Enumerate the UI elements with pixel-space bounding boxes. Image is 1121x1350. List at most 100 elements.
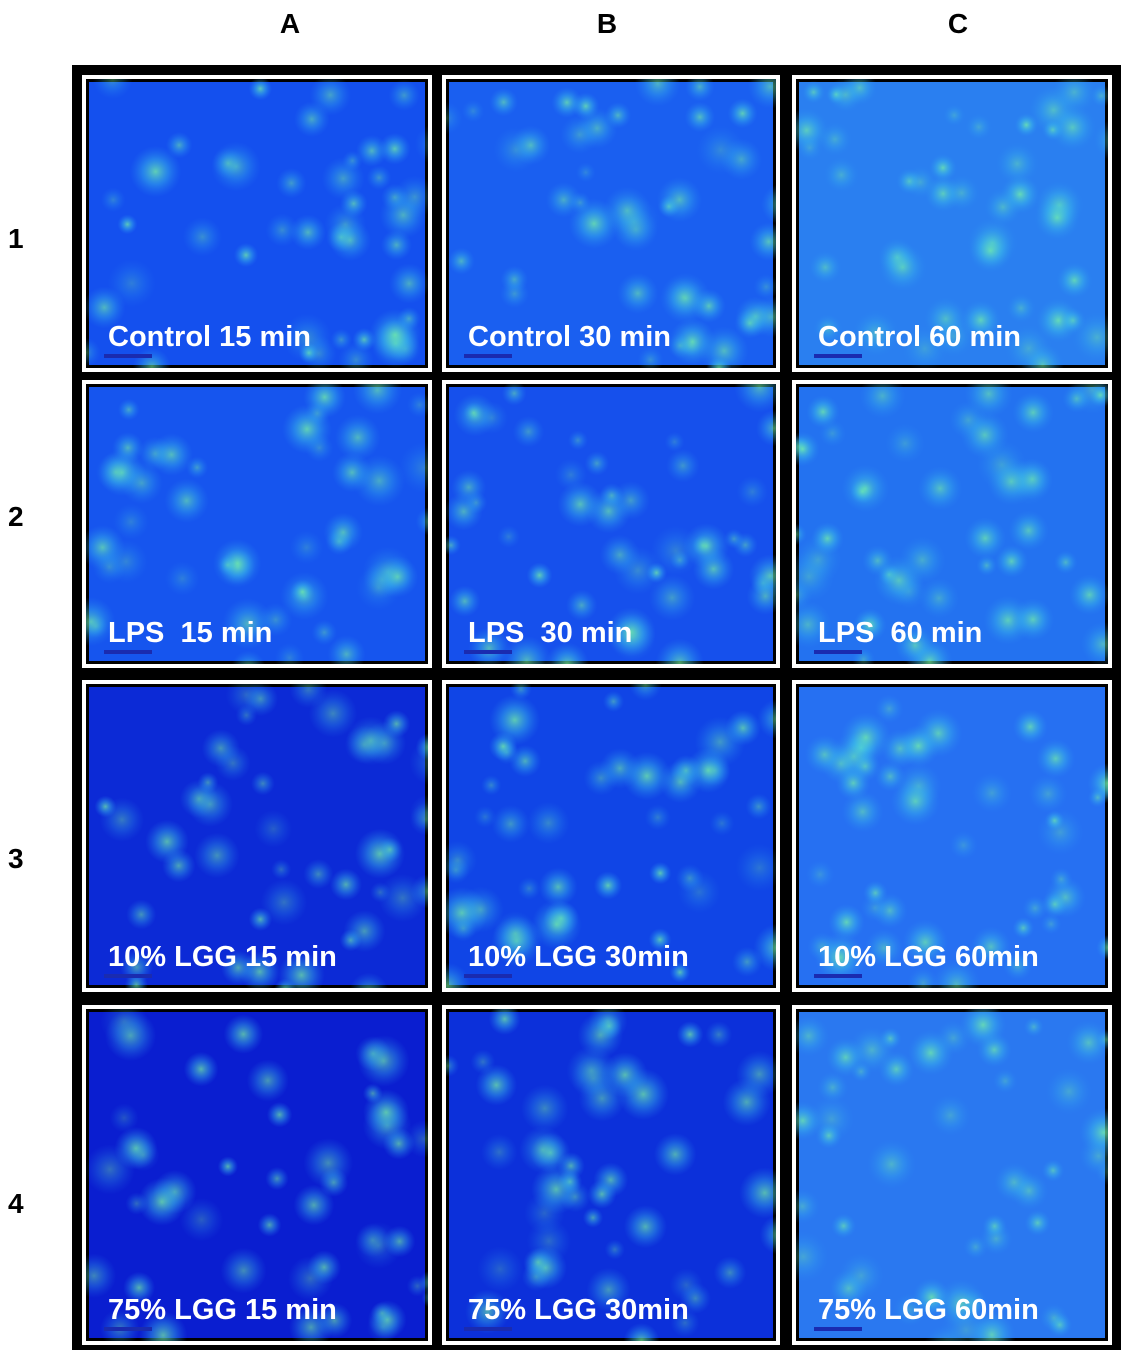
cell bbox=[100, 187, 126, 213]
cell bbox=[233, 242, 259, 268]
cell bbox=[161, 848, 196, 883]
cell bbox=[473, 805, 497, 829]
cell bbox=[599, 534, 641, 576]
cell bbox=[182, 217, 223, 257]
cell bbox=[1021, 343, 1064, 368]
cell bbox=[655, 638, 704, 664]
cell bbox=[276, 167, 307, 199]
cell bbox=[1053, 550, 1078, 575]
cell bbox=[907, 967, 940, 988]
cell bbox=[929, 1094, 972, 1137]
cell bbox=[117, 398, 140, 421]
cell bbox=[1011, 598, 1055, 641]
cell bbox=[670, 1308, 700, 1338]
scale-bar bbox=[464, 650, 512, 654]
cell bbox=[248, 907, 273, 932]
cell bbox=[696, 125, 746, 175]
panel-label: 10% LGG 60min bbox=[818, 941, 1039, 973]
cell bbox=[164, 561, 200, 597]
cell bbox=[258, 602, 293, 637]
cell bbox=[216, 554, 239, 576]
cell bbox=[446, 1054, 460, 1077]
cell bbox=[683, 523, 730, 569]
micrograph bbox=[796, 1009, 1108, 1341]
cell bbox=[378, 132, 411, 165]
cell bbox=[1068, 574, 1108, 616]
cell bbox=[231, 650, 266, 664]
cell bbox=[329, 868, 363, 901]
cell bbox=[1034, 194, 1080, 241]
micrograph bbox=[804, 694, 1108, 988]
cell bbox=[897, 724, 940, 768]
cell bbox=[796, 1230, 829, 1283]
cell bbox=[343, 910, 386, 953]
cell bbox=[274, 643, 305, 664]
cell bbox=[874, 694, 904, 724]
cell bbox=[968, 228, 1013, 273]
cell bbox=[137, 1177, 186, 1226]
cell bbox=[796, 523, 807, 546]
image-panel: 10% LGG 15 min bbox=[82, 680, 432, 992]
cell bbox=[582, 1207, 604, 1228]
panel-label: 75% LGG 60min bbox=[818, 1294, 1039, 1326]
cell bbox=[902, 919, 949, 966]
cell bbox=[480, 774, 502, 796]
scale-bar bbox=[104, 1327, 152, 1331]
cell bbox=[995, 544, 1029, 578]
cell bbox=[501, 384, 527, 406]
cell bbox=[804, 734, 845, 775]
cell bbox=[509, 684, 532, 700]
cell bbox=[109, 1103, 139, 1133]
panel-label: Control 60 min bbox=[818, 321, 1022, 353]
cell bbox=[835, 765, 871, 801]
cell bbox=[706, 355, 732, 368]
cell bbox=[338, 342, 374, 368]
cell bbox=[1066, 1020, 1108, 1066]
cell bbox=[327, 635, 366, 664]
micrograph bbox=[796, 384, 1108, 664]
micrograph bbox=[94, 684, 428, 988]
cell bbox=[679, 1282, 712, 1314]
cell bbox=[512, 415, 545, 448]
cell bbox=[976, 554, 998, 576]
cell bbox=[254, 809, 293, 848]
cell bbox=[746, 577, 776, 616]
cell bbox=[665, 448, 700, 483]
scale-bar bbox=[814, 974, 862, 978]
cell bbox=[894, 625, 936, 664]
figure-frame: Control 15 min Control 30 min Control 60 m… bbox=[72, 65, 1121, 1350]
cell bbox=[735, 843, 776, 892]
cell bbox=[523, 1247, 553, 1278]
panel-label: 75% LGG 30min bbox=[468, 1294, 689, 1326]
cell bbox=[987, 457, 1036, 506]
cell bbox=[736, 475, 769, 508]
image-panel: LPS 60 min bbox=[792, 380, 1112, 668]
cell bbox=[510, 125, 551, 166]
cell bbox=[917, 466, 963, 511]
cell bbox=[948, 830, 979, 860]
cell bbox=[100, 1308, 140, 1341]
cell bbox=[414, 125, 428, 164]
scale-bar bbox=[464, 1327, 512, 1331]
cell bbox=[86, 1253, 117, 1299]
cell bbox=[830, 1213, 857, 1239]
cell bbox=[808, 250, 842, 284]
cell bbox=[984, 188, 1022, 226]
cell bbox=[796, 134, 823, 161]
cell bbox=[500, 265, 529, 294]
cell bbox=[493, 911, 538, 956]
scale-bar bbox=[104, 974, 152, 978]
cell bbox=[659, 760, 702, 804]
image-panel: 75% LGG 30min bbox=[442, 1005, 780, 1345]
cell bbox=[864, 928, 904, 968]
cell bbox=[382, 1127, 415, 1160]
cell bbox=[450, 915, 477, 942]
cell bbox=[964, 517, 1007, 560]
cell bbox=[603, 186, 652, 235]
cell bbox=[409, 803, 428, 836]
cell bbox=[376, 555, 419, 598]
cell bbox=[567, 430, 589, 451]
cell bbox=[604, 1239, 625, 1260]
cell bbox=[378, 873, 427, 923]
